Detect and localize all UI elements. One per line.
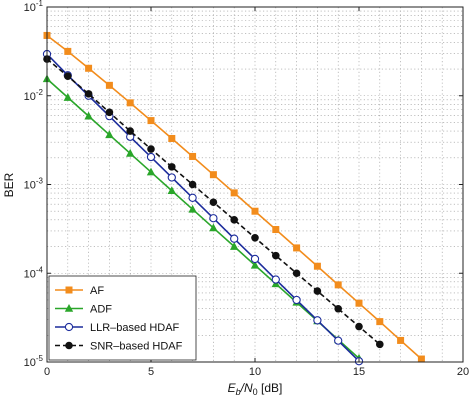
- data-point-af: [313, 262, 321, 270]
- data-point-adf: [63, 93, 72, 101]
- y-tick-label: 10-1: [24, 0, 44, 14]
- data-point-af: [85, 64, 93, 72]
- legend-item-snr-based-hdaf: SNR–based HDAF: [55, 341, 183, 353]
- data-point-adf: [188, 204, 197, 213]
- x-axis-label-main: E: [228, 381, 237, 395]
- y-tick-label: 10-5: [24, 354, 44, 369]
- data-point-snr-based-hdaf: [272, 251, 280, 260]
- data-point-af: [168, 134, 176, 142]
- data-point-snr-based-hdaf: [147, 145, 155, 153]
- x-axis-label-mid: /N: [240, 381, 253, 395]
- x-tick-label: 20: [457, 366, 469, 378]
- data-point-snr-based-hdaf: [188, 180, 197, 189]
- data-point-snr-based-hdaf: [84, 90, 93, 98]
- data-point-llr-based-hdaf: [188, 193, 197, 202]
- data-point-snr-based-hdaf: [251, 233, 259, 242]
- data-point-adf: [230, 242, 239, 250]
- data-point-llr-based-hdaf: [271, 275, 280, 284]
- data-point-af: [397, 336, 405, 344]
- data-point-af: [64, 47, 72, 55]
- data-point-snr-based-hdaf: [313, 287, 322, 295]
- x-axis-label-unit: [dB]: [258, 381, 283, 395]
- legend-label-snr-based-hdaf: SNR–based HDAF: [90, 341, 183, 353]
- data-point-llr-based-hdaf: [313, 316, 322, 325]
- data-point-af: [272, 226, 280, 234]
- data-point-adf: [126, 148, 135, 157]
- legend: AF ADF LLR–based HDAF SNR–based HDAF: [48, 275, 197, 361]
- data-point-af: [355, 299, 363, 307]
- data-point-af: [334, 281, 342, 289]
- y-tick-label: 10-3: [24, 177, 44, 192]
- x-tick-label: 15: [353, 366, 365, 378]
- data-point-snr-based-hdaf: [126, 127, 134, 135]
- x-axis-label-sub2: 0: [253, 387, 258, 397]
- series-line-llr-based-hdaf: [46, 53, 360, 362]
- data-point-af: [147, 117, 155, 125]
- legend-item-adf: ADF: [55, 304, 112, 316]
- y-tick-label: 10-2: [24, 88, 44, 103]
- data-point-adf: [209, 223, 218, 232]
- legend-label-llr-based-hdaf: LLR–based HDAF: [90, 322, 180, 334]
- data-point-snr-based-hdaf: [105, 108, 114, 117]
- series-line-adf: [46, 78, 360, 359]
- y-axis-label: BER: [2, 172, 16, 197]
- legend-label-adf: ADF: [90, 304, 112, 316]
- data-point-snr-based-hdaf: [355, 322, 363, 331]
- data-point-af: [417, 355, 425, 363]
- data-point-af: [251, 207, 259, 215]
- series-layer: [42, 31, 425, 366]
- data-point-adf: [105, 130, 114, 139]
- data-point-af: [126, 99, 134, 107]
- data-point-adf: [250, 260, 260, 269]
- x-tick-label: 5: [148, 366, 154, 378]
- data-point-llr-based-hdaf: [146, 152, 156, 162]
- legend-marker-llr-based-hdaf: [64, 322, 74, 332]
- legend-item-af: AF: [55, 285, 104, 297]
- data-point-adf: [146, 167, 156, 176]
- data-point-af: [209, 171, 217, 179]
- legend-marker-snr-based-hdaf: [65, 341, 73, 350]
- data-point-llr-based-hdaf: [167, 173, 176, 182]
- data-point-af: [293, 244, 301, 252]
- data-point-adf: [167, 186, 176, 195]
- x-axis-label-sub1: b: [236, 387, 241, 397]
- data-point-llr-based-hdaf: [230, 234, 239, 243]
- data-point-snr-based-hdaf: [230, 216, 238, 224]
- legend-item-llr-based-hdaf: LLR–based HDAF: [55, 322, 180, 334]
- data-point-snr-based-hdaf: [334, 304, 343, 313]
- x-tick-label: 0: [44, 366, 50, 378]
- y-tick-label: 10-4: [24, 265, 44, 280]
- data-point-llr-based-hdaf: [209, 214, 218, 223]
- data-point-snr-based-hdaf: [168, 163, 176, 171]
- legend-marker-adf: [64, 304, 74, 312]
- data-point-snr-based-hdaf: [64, 72, 72, 81]
- series-af: [43, 31, 425, 363]
- data-point-af: [230, 189, 238, 197]
- data-point-af: [105, 81, 113, 89]
- data-point-llr-based-hdaf: [292, 295, 301, 305]
- x-axis-label: Eb/N0 [dB]: [228, 381, 283, 397]
- series-snr-based-hdaf: [43, 55, 384, 349]
- data-point-af: [189, 152, 197, 160]
- data-point-snr-based-hdaf: [376, 340, 384, 349]
- data-point-adf: [84, 111, 93, 120]
- tick-layer: 0 5 10 15 20 10-1 10-2 10-3 10-4 10-5: [24, 0, 470, 378]
- legend-label-af: AF: [90, 285, 104, 297]
- data-point-llr-based-hdaf: [250, 254, 260, 264]
- data-point-af: [376, 318, 384, 326]
- data-point-llr-based-hdaf: [334, 336, 343, 345]
- legend-marker-af: [65, 286, 73, 294]
- data-point-snr-based-hdaf: [209, 198, 218, 207]
- x-tick-label: 10: [249, 366, 261, 378]
- data-point-snr-based-hdaf: [292, 269, 301, 278]
